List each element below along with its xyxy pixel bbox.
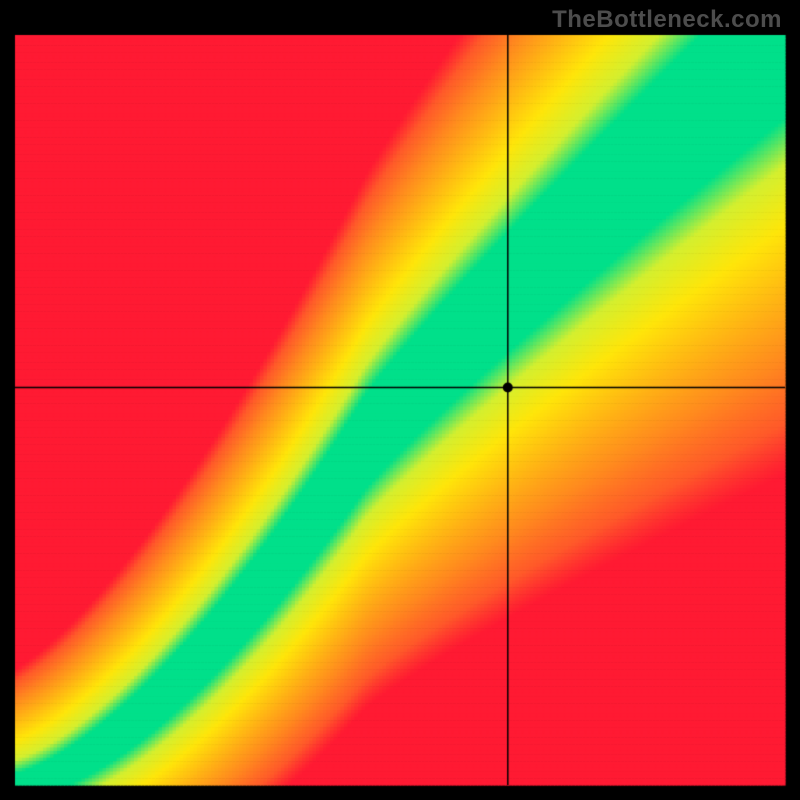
heatmap-canvas: [0, 0, 800, 800]
watermark-text: TheBottleneck.com: [552, 6, 782, 34]
chart-container: TheBottleneck.com: [0, 0, 800, 800]
